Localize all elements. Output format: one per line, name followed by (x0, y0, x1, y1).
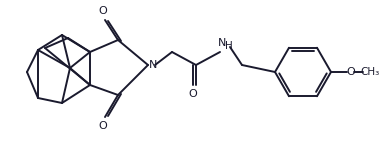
Text: O: O (347, 67, 355, 77)
Text: O: O (99, 6, 107, 16)
Text: O: O (189, 89, 197, 99)
Text: CH₃: CH₃ (360, 67, 379, 77)
Text: N: N (218, 38, 226, 48)
Text: O: O (99, 121, 107, 131)
Text: H: H (225, 41, 233, 51)
Text: N: N (149, 60, 157, 70)
